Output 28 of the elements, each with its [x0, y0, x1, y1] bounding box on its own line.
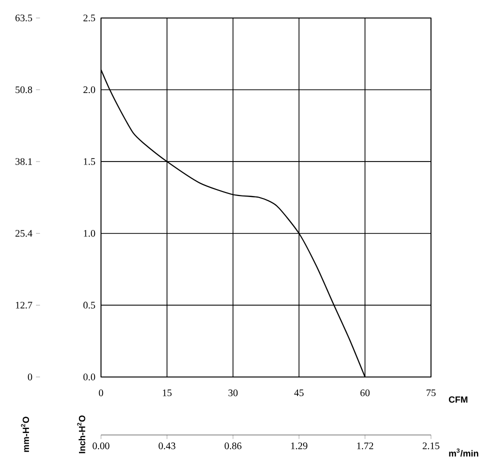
x2-tick-label: 1.72 [357, 442, 374, 450]
y-tick-label: 2.0 [83, 86, 96, 94]
y-tick-label: 0.0 [83, 374, 96, 380]
x-tick-label: 60 [360, 390, 370, 396]
y2-axis-title: mm-H$^{2}$O [20, 416, 30, 452]
x-tick-label: 30 [228, 390, 238, 396]
x-axis-title: CFM [448, 396, 468, 403]
y2-tick-label: 0 [28, 374, 32, 380]
x-tick-label: 15 [162, 390, 172, 396]
x2-tick-label: 0.00 [92, 442, 110, 450]
y-tick-label: 2.5 [83, 14, 96, 22]
x2-tick-label: 0.86 [224, 442, 242, 450]
x2-tick-label: 0.43 [158, 442, 176, 450]
x2-axis-title: m$^{3}$/min [449, 448, 478, 457]
x2-tick-label: 2.15 [422, 442, 440, 450]
y2-tick-label: 25.4 [15, 230, 32, 237]
y2-tick-label: 50.8 [16, 86, 32, 94]
y-tick-label: 1.5 [84, 158, 96, 165]
x2-tick-label: 1.29 [291, 442, 308, 450]
y2-tick-label: 63.5 [15, 14, 32, 22]
x-tick-label: 0 [98, 390, 104, 396]
x-tick-label: 75 [426, 389, 436, 396]
y-tick-label: 1.0 [84, 230, 96, 237]
y2-tick-label: 12.7 [16, 302, 32, 309]
y-axis-title: Inch-H$^{2}$O [77, 415, 86, 454]
y-tick-label: 0.5 [83, 302, 96, 309]
y2-tick-label: 38.1 [16, 158, 32, 165]
x-tick-label: 45 [294, 390, 304, 396]
